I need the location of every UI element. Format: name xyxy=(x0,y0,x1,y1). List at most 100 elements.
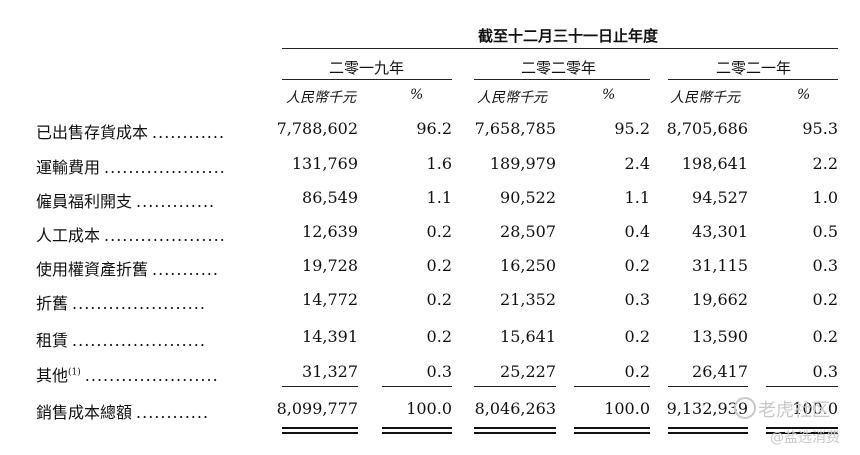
table-row-6-pct-2021: 0.2 xyxy=(812,290,838,309)
table-row-5-amount-2021: 31,115 xyxy=(692,256,748,275)
table-row-8-pct-2019: 0.3 xyxy=(426,362,452,381)
table-row-7-label: 租賃...................... xyxy=(36,327,206,351)
table-row-3-pct-2021: 1.0 xyxy=(812,188,838,207)
table-row-8-leader-dots: ...................... xyxy=(84,366,219,385)
table-row-2-leader-dots: .................... xyxy=(104,158,226,177)
table-row-1-label-text: 已出售存貨成本 xyxy=(36,123,149,142)
subtotal-rule-2020-pct xyxy=(574,386,650,387)
year-2021-rule xyxy=(668,79,838,80)
table-row-8-amount-2019: 31,327 xyxy=(302,362,358,381)
table-row-3-label: 僱員福利開支............. xyxy=(36,188,215,212)
table-row-1-label: 已出售存貨成本............ xyxy=(36,119,225,143)
table-row-6-pct-2019: 0.2 xyxy=(426,290,452,309)
table-row-1-leader-dots: ............ xyxy=(152,123,226,142)
table-row-2-label: 運輸費用.................... xyxy=(36,154,226,178)
total-double-rule-2021-pct xyxy=(766,427,838,434)
table-row-8-amount-2021: 26,417 xyxy=(692,362,748,381)
unit-pct-2021: % xyxy=(797,87,811,103)
total-row-label: 銷售成本總額............ xyxy=(36,399,209,423)
table-row-5-label: 使用權資產折舊........... xyxy=(36,256,219,280)
table-row-5-pct-2019: 0.2 xyxy=(426,256,452,275)
table-row-1-pct-2020: 95.2 xyxy=(614,119,650,138)
table-row-6-amount-2020: 21,352 xyxy=(500,290,556,309)
table-row-8-pct-2020: 0.2 xyxy=(624,362,650,381)
table-row-4-pct-2020: 0.4 xyxy=(624,222,650,241)
table-row-3-amount-2020: 90,522 xyxy=(500,188,556,207)
table-row-7-label-text: 租賃 xyxy=(36,331,69,350)
total-double-rule-2019-pct xyxy=(382,427,452,434)
total-row-pct-2019: 100.0 xyxy=(406,399,452,418)
table-row-8-amount-2020: 25,227 xyxy=(500,362,556,381)
watermark-line1: 老虎社区 xyxy=(758,400,830,421)
table-row-1-amount-2019: 7,788,602 xyxy=(276,119,358,138)
year-2021-heading: 二零二一年 xyxy=(716,59,792,77)
table-row-4-amount-2020: 28,507 xyxy=(500,222,556,241)
unit-pct-2020: % xyxy=(602,87,616,103)
table-row-7-leader-dots: ...................... xyxy=(72,331,206,350)
subtotal-rule-2019-pct xyxy=(382,386,452,387)
table-row-6-amount-2019: 14,772 xyxy=(302,290,358,309)
year-2019-heading: 二零一九年 xyxy=(329,59,405,77)
total-row-label-text: 銷售成本總額 xyxy=(36,403,133,422)
table-row-7-amount-2019: 14,391 xyxy=(302,327,358,346)
subtotal-rule-2020-amount xyxy=(474,386,556,387)
period-heading: 截至十二月三十一日止年度 xyxy=(478,27,659,45)
table-row-3-pct-2019: 1.1 xyxy=(426,188,452,207)
table-row-8-footnote: (1) xyxy=(68,367,81,378)
table-row-2-pct-2020: 2.4 xyxy=(624,154,650,173)
table-row-3-leader-dots: ............. xyxy=(136,192,216,211)
total-row-amount-2021: 9,132,939 xyxy=(666,399,748,418)
subtotal-rule-2019-amount xyxy=(282,386,358,387)
total-row-leader-dots: ............ xyxy=(136,403,210,422)
table-row-5-amount-2019: 19,728 xyxy=(302,256,358,275)
total-double-rule-2021-amount xyxy=(668,427,748,434)
table-row-5-leader-dots: ........... xyxy=(152,260,219,279)
unit-rmb-2020: 人民幣千元 xyxy=(477,90,547,106)
table-row-1-pct-2019: 96.2 xyxy=(416,119,452,138)
year-2020-heading: 二零二零年 xyxy=(521,59,597,77)
total-double-rule-2020-amount xyxy=(474,427,556,434)
table-row-5-pct-2021: 0.3 xyxy=(812,256,838,275)
table-row-7-amount-2020: 15,641 xyxy=(500,327,556,346)
subtotal-rule-2021-amount xyxy=(668,386,748,387)
table-row-6-pct-2020: 0.3 xyxy=(624,290,650,309)
table-row-3-amount-2019: 86,549 xyxy=(302,188,358,207)
unit-rmb-2021: 人民幣千元 xyxy=(670,90,740,106)
table-row-8-label: 其他(1)...................... xyxy=(36,362,219,386)
table-row-4-label: 人工成本.................... xyxy=(36,222,226,246)
table-row-4-pct-2021: 0.5 xyxy=(812,222,838,241)
subtotal-rule-2021-pct xyxy=(766,386,838,387)
table-row-7-amount-2021: 13,590 xyxy=(692,327,748,346)
period-rule xyxy=(282,48,838,49)
table-row-5-label-text: 使用權資產折舊 xyxy=(36,260,149,279)
watermark-logo-icon xyxy=(734,397,756,419)
table-row-6-label: 折舊...................... xyxy=(36,290,206,314)
table-row-5-pct-2020: 0.2 xyxy=(624,256,650,275)
unit-pct-2019: % xyxy=(410,87,424,103)
table-row-4-pct-2019: 0.2 xyxy=(426,222,452,241)
total-row-amount-2020: 8,046,263 xyxy=(474,399,556,418)
unit-rmb-2019: 人民幣千元 xyxy=(286,90,356,106)
total-double-rule-2019-amount xyxy=(282,427,358,434)
table-row-6-amount-2021: 19,662 xyxy=(692,290,748,309)
table-row-3-label-text: 僱員福利開支 xyxy=(36,192,133,211)
table-row-1-pct-2021: 95.3 xyxy=(802,119,838,138)
total-row-pct-2020: 100.0 xyxy=(604,399,650,418)
table-row-2-pct-2021: 2.2 xyxy=(812,154,838,173)
table-row-7-pct-2021: 0.2 xyxy=(812,327,838,346)
table-row-2-pct-2019: 1.6 xyxy=(426,154,452,173)
table-row-2-label-text: 運輸費用 xyxy=(36,158,101,177)
table-row-3-pct-2020: 1.1 xyxy=(624,188,650,207)
table-row-2-amount-2020: 189,979 xyxy=(489,154,556,173)
total-row-amount-2019: 8,099,777 xyxy=(276,399,358,418)
watermark-line2: @盐选消费 xyxy=(770,430,840,446)
total-double-rule-2020-pct xyxy=(574,427,650,434)
table-row-2-amount-2019: 131,769 xyxy=(291,154,358,173)
table-row-4-amount-2019: 12,639 xyxy=(302,222,358,241)
table-row-3-amount-2021: 94,527 xyxy=(692,188,748,207)
year-2020-rule xyxy=(474,79,650,80)
table-row-5-amount-2020: 16,250 xyxy=(500,256,556,275)
table-row-4-label-text: 人工成本 xyxy=(36,226,101,245)
table-row-2-amount-2021: 198,641 xyxy=(681,154,748,173)
table-row-8-pct-2021: 0.3 xyxy=(812,362,838,381)
